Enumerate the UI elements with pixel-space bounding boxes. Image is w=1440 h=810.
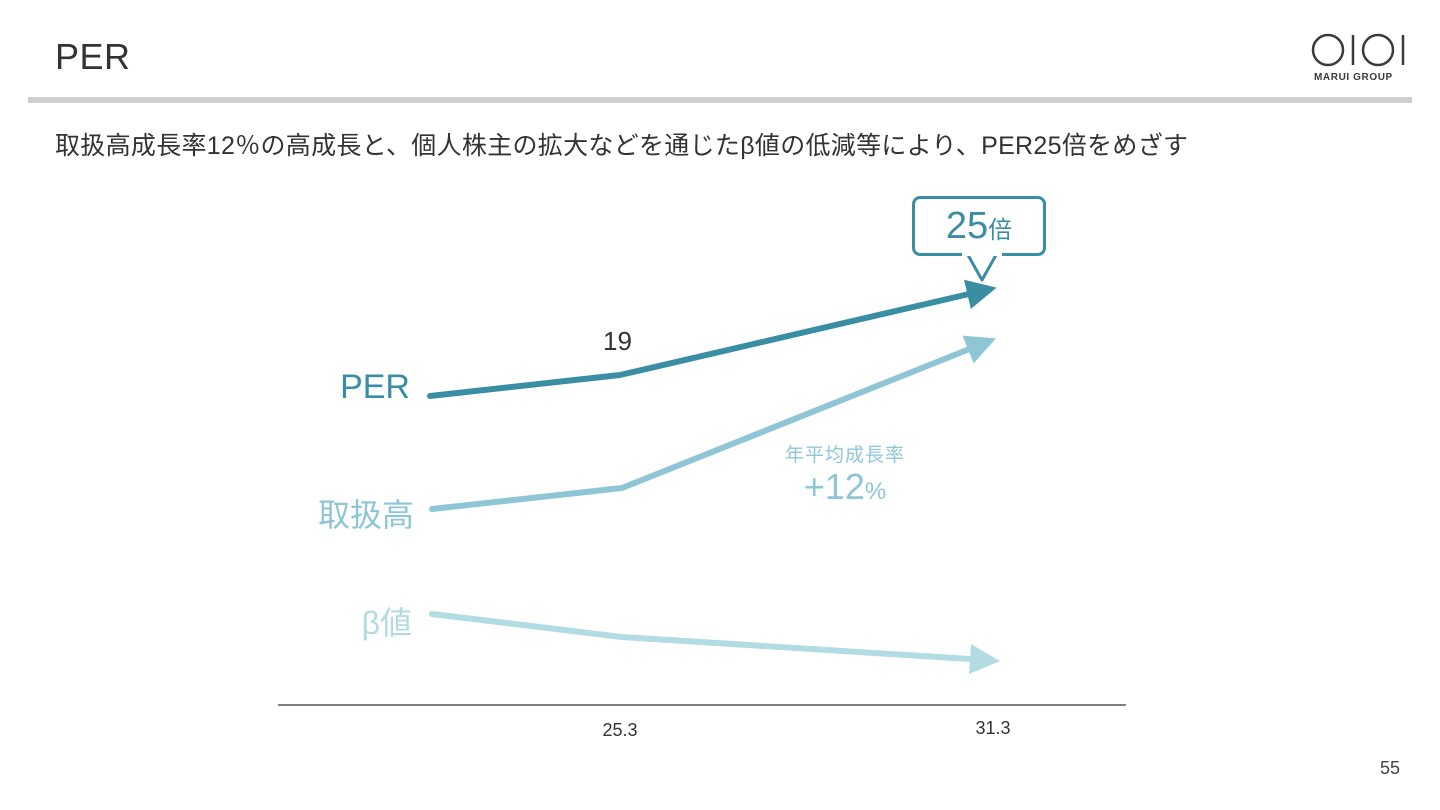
callout-pointer-mask xyxy=(962,250,1002,256)
page-number: 55 xyxy=(1380,758,1401,778)
per-data-label: 19 xyxy=(603,326,632,356)
logo-text: MARUI GROUP xyxy=(1314,72,1393,83)
per-series-line xyxy=(427,279,997,399)
page-title: PER xyxy=(55,36,131,77)
callout-pointer xyxy=(966,254,998,282)
series-label-per: PER xyxy=(340,368,410,406)
header-divider xyxy=(28,97,1412,103)
callout-unit: 倍 xyxy=(988,217,1013,244)
growth-annotation: 年平均成長率 +12% xyxy=(760,440,930,512)
x-tick-label: 25.3 xyxy=(602,720,638,740)
x-tick-label: 31.3 xyxy=(975,718,1011,738)
beta-series-line xyxy=(429,611,1000,675)
callout-value: 25 xyxy=(945,205,989,247)
growth-unit: % xyxy=(864,478,887,505)
volume-series-line xyxy=(429,335,996,512)
series-label-volume: 取扱高 xyxy=(317,497,414,533)
target-per-callout: 25倍 xyxy=(912,196,1046,256)
oioi-logo-mark xyxy=(1311,33,1405,67)
marui-group-logo: MARUI GROUP xyxy=(1310,32,1410,88)
page-subtitle: 取扱高成長率12％の高成長と、個人株主の拡大などを通じたβ値の低減等により、PE… xyxy=(55,132,1189,160)
growth-value: +12 xyxy=(803,466,865,507)
growth-caption: 年平均成長率 xyxy=(784,445,905,466)
series-label-beta: β値 xyxy=(361,605,412,641)
